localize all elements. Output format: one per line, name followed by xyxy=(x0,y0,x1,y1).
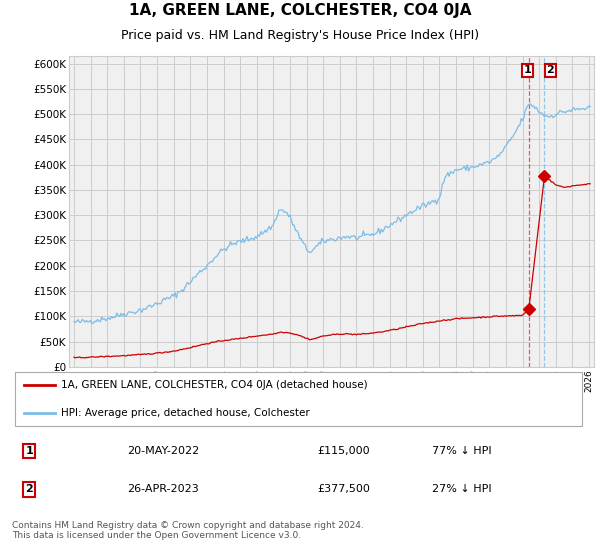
Text: 27% ↓ HPI: 27% ↓ HPI xyxy=(433,484,492,494)
Text: 1: 1 xyxy=(523,66,531,76)
Text: £115,000: £115,000 xyxy=(317,446,370,456)
Text: 77% ↓ HPI: 77% ↓ HPI xyxy=(433,446,492,456)
Text: 2: 2 xyxy=(25,484,33,494)
FancyBboxPatch shape xyxy=(15,372,582,426)
Text: 2: 2 xyxy=(547,66,554,76)
Text: £377,500: £377,500 xyxy=(317,484,370,494)
Text: 20-MAY-2022: 20-MAY-2022 xyxy=(127,446,199,456)
Text: 1: 1 xyxy=(25,446,33,456)
Text: Price paid vs. HM Land Registry's House Price Index (HPI): Price paid vs. HM Land Registry's House … xyxy=(121,29,479,42)
Text: Contains HM Land Registry data © Crown copyright and database right 2024.
This d: Contains HM Land Registry data © Crown c… xyxy=(12,521,364,540)
Text: 26-APR-2023: 26-APR-2023 xyxy=(127,484,199,494)
Text: 1A, GREEN LANE, COLCHESTER, CO4 0JA: 1A, GREEN LANE, COLCHESTER, CO4 0JA xyxy=(129,3,471,18)
Text: HPI: Average price, detached house, Colchester: HPI: Average price, detached house, Colc… xyxy=(61,408,310,418)
Text: 1A, GREEN LANE, COLCHESTER, CO4 0JA (detached house): 1A, GREEN LANE, COLCHESTER, CO4 0JA (det… xyxy=(61,380,368,390)
